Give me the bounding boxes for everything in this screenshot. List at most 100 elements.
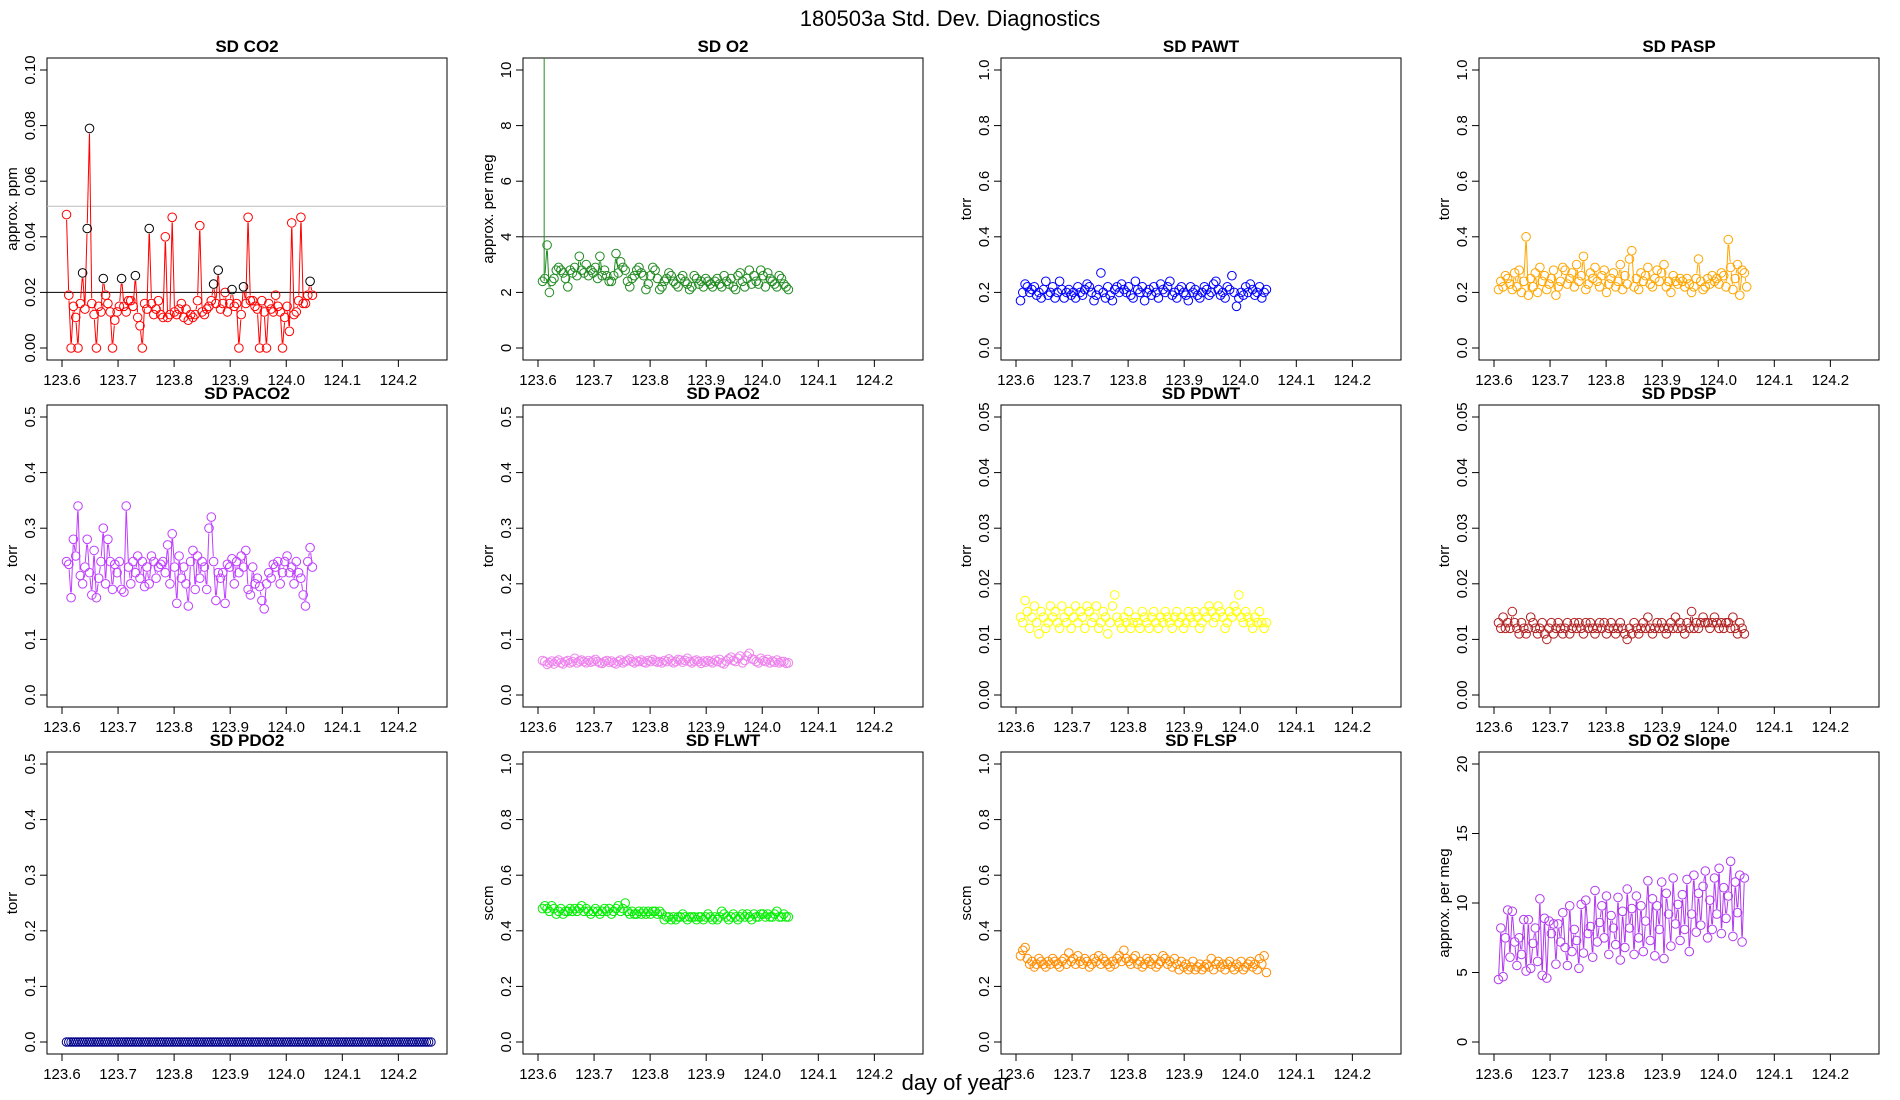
data-point bbox=[1532, 956, 1543, 967]
data-point bbox=[1084, 282, 1095, 292]
data-point bbox=[68, 1037, 79, 1047]
data-point bbox=[176, 298, 187, 309]
data-point bbox=[1617, 906, 1628, 917]
data-point bbox=[212, 1037, 223, 1047]
y-tick-label: 6 bbox=[498, 177, 515, 185]
data-point bbox=[1583, 928, 1593, 939]
x-tick-label: 124.2 bbox=[1334, 372, 1372, 389]
data-point bbox=[774, 270, 785, 281]
data-point bbox=[1647, 894, 1658, 904]
x-tick-label: 124.2 bbox=[1812, 372, 1850, 389]
y-tick-label: 4 bbox=[498, 233, 515, 241]
data-point bbox=[1142, 287, 1152, 298]
data-point bbox=[132, 312, 143, 323]
data-point bbox=[631, 909, 642, 919]
data-point bbox=[1735, 870, 1745, 881]
x-tick-label: 123.6 bbox=[43, 372, 81, 389]
data-point bbox=[77, 579, 88, 589]
x-tick-label: 123.7 bbox=[99, 372, 137, 389]
data-point bbox=[139, 581, 150, 592]
data-point bbox=[1599, 933, 1609, 943]
data-point bbox=[694, 656, 704, 667]
panel-sd-pdo2: SD PDO2 0.0 0.1 0.2 0.3 0.4 0.5 torr 123.6 123.7 1… bbox=[4, 731, 448, 1083]
data-point bbox=[1130, 951, 1141, 961]
data-point bbox=[606, 276, 617, 287]
data-point bbox=[579, 906, 589, 917]
data-point bbox=[89, 309, 99, 320]
data-point bbox=[1709, 873, 1720, 883]
data-point bbox=[1735, 290, 1745, 301]
data-point bbox=[121, 307, 131, 317]
data-point bbox=[546, 276, 557, 287]
y-tick-label: 0.2 bbox=[498, 573, 515, 594]
data-point bbox=[682, 279, 693, 289]
data-point bbox=[61, 209, 72, 220]
data-point bbox=[1640, 916, 1651, 926]
data-point bbox=[1537, 276, 1547, 287]
data-point bbox=[125, 1037, 136, 1047]
data-point bbox=[664, 268, 674, 278]
x-tick-label: 124.0 bbox=[743, 1066, 781, 1083]
data-point bbox=[1707, 924, 1717, 935]
data-point bbox=[410, 1037, 420, 1047]
data-point bbox=[1050, 293, 1060, 303]
data-point bbox=[560, 906, 571, 917]
data-point bbox=[1691, 617, 1701, 628]
data-point bbox=[1211, 276, 1221, 287]
data-point bbox=[1686, 909, 1697, 919]
data-point bbox=[70, 551, 81, 561]
data-point bbox=[671, 656, 681, 667]
data-point bbox=[1240, 282, 1251, 292]
data-point bbox=[551, 265, 562, 276]
data-point bbox=[1587, 623, 1598, 634]
data-point bbox=[1624, 923, 1635, 933]
data-point bbox=[1571, 935, 1582, 946]
data-point bbox=[250, 301, 260, 312]
y-tick-label: 0.4 bbox=[976, 226, 993, 247]
data-point bbox=[1052, 959, 1063, 970]
data-point bbox=[1126, 290, 1136, 301]
data-point bbox=[758, 270, 768, 281]
data-point bbox=[1100, 612, 1111, 623]
data-point bbox=[1126, 623, 1136, 634]
x-tick-label: 123.6 bbox=[1475, 372, 1513, 389]
data-point bbox=[1542, 973, 1552, 983]
data-point bbox=[558, 909, 569, 919]
data-point bbox=[627, 273, 637, 284]
data-point bbox=[1645, 935, 1655, 946]
data-point bbox=[1493, 974, 1504, 985]
data-point bbox=[1636, 623, 1646, 634]
data-point bbox=[153, 295, 164, 306]
data-point bbox=[1569, 617, 1580, 628]
data-point bbox=[1718, 270, 1729, 281]
data-point bbox=[737, 909, 748, 919]
data-point bbox=[187, 1037, 198, 1047]
data-point bbox=[583, 655, 594, 666]
data-point bbox=[1183, 964, 1194, 975]
data-point bbox=[625, 282, 635, 292]
data-point bbox=[1668, 873, 1678, 883]
data-point bbox=[107, 1037, 118, 1047]
data-point bbox=[1656, 877, 1667, 887]
data-point bbox=[721, 276, 732, 287]
data-point bbox=[606, 656, 617, 666]
data-point bbox=[1684, 946, 1695, 957]
data-point bbox=[1043, 617, 1053, 628]
data-point bbox=[1096, 268, 1106, 278]
data-point bbox=[650, 265, 660, 276]
data-point bbox=[1601, 287, 1612, 298]
data-point bbox=[137, 343, 148, 353]
data-point bbox=[236, 551, 246, 561]
data-point bbox=[1116, 956, 1127, 967]
data-point bbox=[1234, 962, 1244, 972]
x-tick-label: 123.9 bbox=[687, 372, 725, 389]
data-point bbox=[289, 579, 299, 589]
data-point bbox=[1675, 935, 1685, 946]
data-point bbox=[781, 912, 791, 922]
data-point bbox=[641, 909, 651, 919]
data-point bbox=[284, 567, 295, 578]
data-point bbox=[1144, 284, 1154, 295]
data-point bbox=[1043, 956, 1053, 967]
data-point bbox=[749, 909, 759, 919]
data-point bbox=[1185, 282, 1196, 292]
